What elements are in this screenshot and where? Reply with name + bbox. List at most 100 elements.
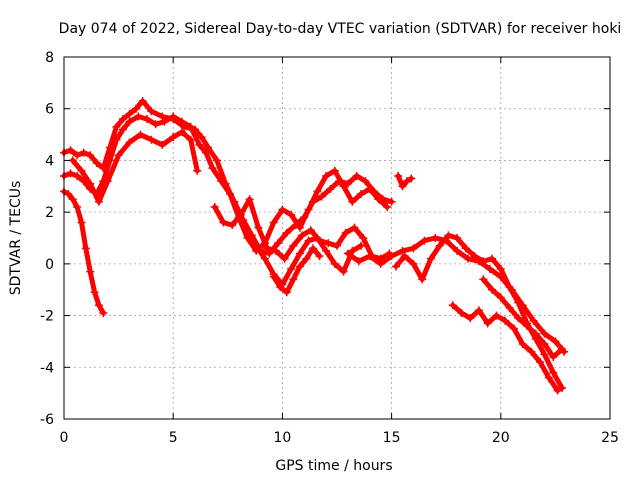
data-point	[186, 122, 195, 131]
data-point	[289, 275, 298, 284]
data-point	[86, 151, 95, 160]
data-point	[529, 316, 538, 325]
data-point	[79, 148, 88, 157]
data-point	[394, 171, 403, 180]
data-point	[282, 228, 291, 237]
data-point	[112, 135, 121, 144]
data-point	[479, 275, 488, 284]
data-point	[212, 156, 221, 165]
data-point	[551, 337, 560, 346]
data-point	[169, 133, 178, 142]
data-point	[280, 254, 289, 263]
data-point	[343, 179, 352, 188]
data-point	[125, 138, 134, 147]
data-point	[339, 182, 348, 191]
data-point	[313, 234, 322, 242]
data-point	[409, 244, 418, 253]
data-point	[330, 259, 339, 268]
x-tick-label: 15	[383, 430, 401, 446]
data-point	[208, 164, 217, 173]
data-point	[501, 316, 510, 325]
data-point	[483, 319, 492, 328]
data-point	[66, 146, 75, 155]
data-point	[282, 288, 291, 297]
data-point	[81, 244, 90, 253]
y-tick-label: 6	[45, 102, 54, 118]
data-point	[105, 156, 114, 165]
data-point	[99, 308, 108, 317]
data-point	[64, 190, 73, 199]
data-point	[496, 293, 505, 302]
data-point	[549, 352, 558, 361]
data-point	[177, 127, 186, 136]
data-point	[147, 107, 156, 116]
data-point	[315, 252, 324, 261]
data-point	[420, 236, 429, 245]
data-point	[523, 321, 532, 330]
plot-frame	[63, 56, 611, 420]
data-point	[125, 117, 134, 126]
data-point	[536, 358, 545, 367]
data-point	[210, 202, 219, 211]
data-point	[94, 301, 103, 310]
y-tick-label: 0	[45, 257, 54, 273]
data-point	[509, 324, 518, 333]
data-point	[354, 257, 363, 266]
data-point	[197, 133, 206, 142]
data-point	[204, 143, 213, 152]
data-point	[134, 112, 143, 121]
data-point	[243, 231, 252, 240]
y-axis-label: SDTVAR / TECUs	[8, 181, 24, 296]
data-point	[357, 190, 366, 199]
data-point	[254, 223, 263, 232]
data-point	[169, 112, 178, 121]
data-point	[132, 104, 141, 113]
data-point	[505, 303, 514, 312]
series-track-10	[448, 301, 562, 395]
data-point	[228, 221, 237, 230]
data-point	[289, 241, 298, 250]
data-point	[136, 130, 145, 139]
data-point	[151, 120, 160, 129]
y-tick-label: -2	[40, 309, 54, 325]
data-point	[263, 244, 272, 253]
data-point	[94, 197, 103, 206]
data-point	[531, 329, 540, 338]
chart-title: Day 074 of 2022, Sidereal Day-to-day VTE…	[59, 21, 622, 37]
data-point	[304, 205, 313, 214]
data-point	[177, 117, 186, 126]
data-point	[540, 340, 549, 349]
data-point	[402, 177, 411, 186]
x-axis-label: GPS time / hours	[275, 458, 392, 474]
data-point	[409, 259, 418, 268]
data-point	[341, 228, 350, 237]
data-point	[557, 383, 566, 392]
series-trace	[61, 189, 106, 316]
data-point	[77, 166, 86, 175]
data-series	[60, 96, 569, 395]
data-point	[160, 117, 169, 126]
data-point	[488, 285, 497, 294]
data-point	[66, 169, 75, 178]
data-point	[86, 267, 95, 276]
data-point	[287, 210, 296, 219]
data-point	[549, 368, 558, 377]
grid-lines	[64, 57, 610, 419]
data-point	[295, 223, 304, 232]
data-point	[269, 218, 278, 227]
series-track-3	[60, 187, 108, 317]
data-point	[142, 115, 151, 124]
data-point	[92, 159, 101, 168]
series-trace	[395, 173, 414, 189]
data-point	[225, 190, 234, 199]
data-point	[339, 267, 348, 276]
data-point	[73, 202, 82, 211]
data-point	[461, 244, 470, 253]
data-point	[514, 298, 523, 307]
data-point	[112, 122, 121, 131]
data-point	[485, 265, 494, 274]
data-point	[357, 241, 366, 250]
data-point	[496, 265, 505, 274]
data-point	[457, 308, 466, 317]
y-tick-label: 8	[45, 50, 54, 66]
